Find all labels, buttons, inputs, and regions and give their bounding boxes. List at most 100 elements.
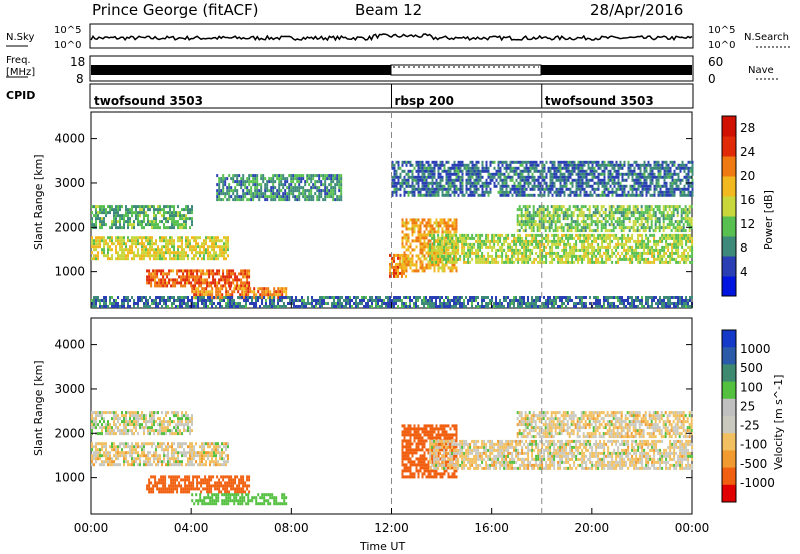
range-cell xyxy=(459,257,462,261)
range-cell xyxy=(495,254,498,258)
range-cell xyxy=(451,299,453,302)
range-cell xyxy=(161,296,163,299)
range-cell xyxy=(117,236,119,240)
range-cell xyxy=(377,299,379,302)
range-cell xyxy=(471,175,474,179)
range-cell xyxy=(594,208,597,212)
range-cell xyxy=(609,233,612,237)
range-cell xyxy=(191,208,193,212)
range-cell xyxy=(653,239,656,243)
range-cell xyxy=(151,223,153,227)
range-cell xyxy=(547,305,549,308)
range-cell xyxy=(601,254,604,258)
range-cell xyxy=(111,305,113,308)
range-cell xyxy=(619,302,621,305)
range-cell xyxy=(575,233,578,237)
range-cell xyxy=(602,205,605,209)
range-cell xyxy=(427,299,429,302)
range-cell xyxy=(194,275,197,279)
range-cell xyxy=(209,290,212,294)
range-cell xyxy=(517,251,520,255)
range-cell xyxy=(156,272,159,276)
range-cell xyxy=(163,208,165,212)
range-cell xyxy=(316,189,319,193)
range-cell xyxy=(479,305,481,308)
range-cell xyxy=(527,181,530,185)
range-cell xyxy=(595,305,597,308)
range-cell xyxy=(165,211,167,215)
range-cell xyxy=(216,174,219,178)
range-cell xyxy=(583,257,586,261)
range-cell xyxy=(527,302,529,305)
range-cell xyxy=(300,177,303,181)
range-cell xyxy=(443,193,446,197)
range-cell xyxy=(433,227,436,231)
range-cell xyxy=(429,224,432,228)
range-cell xyxy=(683,236,686,240)
range-cell xyxy=(246,272,249,276)
range-cell xyxy=(535,233,538,237)
range-cell xyxy=(183,208,185,212)
range-cell xyxy=(529,175,532,179)
range-cell xyxy=(201,302,203,305)
range-cell xyxy=(581,299,583,302)
range-cell xyxy=(545,239,548,243)
range-cell xyxy=(483,184,486,188)
range-cell xyxy=(170,278,173,282)
range-cell xyxy=(520,220,523,224)
range-cell xyxy=(115,251,117,255)
range-cell xyxy=(254,180,257,184)
range-cell xyxy=(656,205,659,209)
range-cell xyxy=(167,217,169,221)
range-cell xyxy=(473,193,476,197)
range-cell xyxy=(459,181,462,185)
range-cell xyxy=(632,226,635,230)
range-cell xyxy=(631,305,633,308)
range-cell xyxy=(154,269,157,273)
range-cell xyxy=(503,299,505,302)
range-cell xyxy=(485,160,488,164)
range-cell xyxy=(686,211,689,215)
range-cell xyxy=(113,208,115,212)
range-cell xyxy=(154,275,157,279)
range-cell xyxy=(445,251,448,255)
range-cell xyxy=(415,239,418,243)
range-cell xyxy=(645,245,648,249)
range-cell xyxy=(111,226,113,230)
range-cell xyxy=(135,242,137,246)
range-cell xyxy=(189,208,191,212)
range-cell xyxy=(663,251,666,255)
range-cell xyxy=(681,302,683,305)
range-cell xyxy=(221,245,223,249)
range-cell xyxy=(507,233,510,237)
range-cell xyxy=(103,254,105,258)
range-cell xyxy=(463,233,466,237)
range-cell xyxy=(127,217,129,221)
range-cell xyxy=(225,245,227,249)
range-cell xyxy=(572,211,575,215)
range-cell xyxy=(461,175,464,179)
range-cell xyxy=(593,248,596,252)
range-cell xyxy=(172,269,175,273)
range-cell xyxy=(672,223,675,227)
range-cell xyxy=(439,257,442,261)
range-cell xyxy=(419,169,422,173)
range-cell xyxy=(332,192,335,196)
range-cell xyxy=(583,296,585,299)
range-cell xyxy=(151,245,153,249)
range-cell xyxy=(195,296,197,299)
range-cell xyxy=(182,278,185,282)
range-cell xyxy=(149,245,151,249)
range-cell xyxy=(247,296,249,299)
range-cell xyxy=(191,205,193,209)
range-cell xyxy=(164,272,167,276)
range-cell xyxy=(431,248,434,252)
range-cell xyxy=(547,239,550,243)
range-cell xyxy=(274,195,277,199)
freq-bottom-tick: 8 xyxy=(76,72,84,86)
range-cell xyxy=(302,192,305,196)
range-cell xyxy=(493,242,496,246)
range-cell xyxy=(519,248,522,252)
range-cell xyxy=(559,236,562,240)
range-cell xyxy=(326,192,329,196)
